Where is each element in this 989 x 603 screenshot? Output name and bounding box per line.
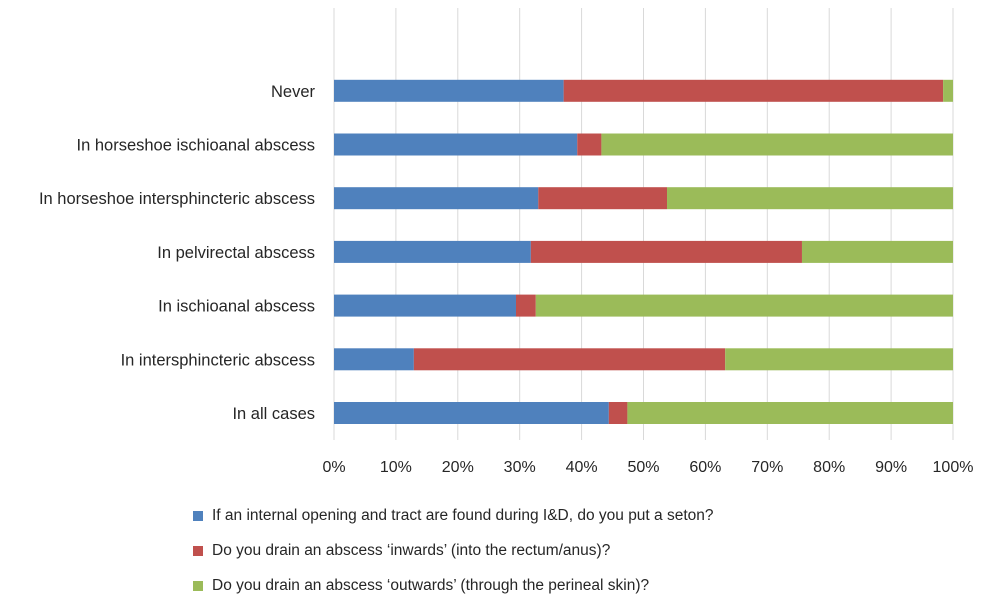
category-label: Never xyxy=(271,83,316,101)
bar-segment xyxy=(535,294,953,317)
x-tick-label: 0% xyxy=(322,459,345,476)
legend-swatch xyxy=(193,510,203,521)
legend-item: Do you drain an abscess ‘outwards’ (thro… xyxy=(193,568,714,603)
x-tick-label: 50% xyxy=(627,459,659,476)
bar-segment xyxy=(515,294,536,317)
x-tick-label: 90% xyxy=(875,459,907,476)
bar-segment xyxy=(334,79,564,102)
bar-segment xyxy=(667,187,953,210)
bar-segment xyxy=(334,187,539,210)
bar-segment xyxy=(725,348,953,371)
bar-segment xyxy=(334,133,578,156)
bar-segment xyxy=(601,133,953,156)
x-tick-label: 60% xyxy=(689,459,721,476)
x-tick-label: 10% xyxy=(380,459,412,476)
bar-segment xyxy=(530,240,802,263)
category-label: In intersphincteric abscess xyxy=(121,351,315,369)
x-tick-label: 30% xyxy=(504,459,536,476)
bar-segment xyxy=(413,348,726,371)
legend-label: Do you drain an abscess ‘outwards’ (thro… xyxy=(212,576,650,594)
bar-segment xyxy=(538,187,668,210)
legend-swatch xyxy=(193,580,203,591)
x-tick-label: 40% xyxy=(566,459,598,476)
x-tick-label: 80% xyxy=(813,459,845,476)
legend-item: Do you drain an abscess ‘inwards’ (into … xyxy=(193,533,714,568)
bar-segment xyxy=(608,402,628,424)
legend-label: Do you drain an abscess ‘inwards’ (into … xyxy=(212,541,611,559)
legend-item: If an internal opening and tract are fou… xyxy=(193,498,714,533)
bar-segment xyxy=(801,240,953,263)
bar-segment xyxy=(577,133,602,156)
category-label: In horseshoe intersphincteric abscess xyxy=(39,190,315,208)
bar-segment xyxy=(563,79,944,102)
bar-segment xyxy=(334,402,609,424)
legend-swatch xyxy=(193,545,203,556)
category-label: In ischioanal abscess xyxy=(158,298,315,316)
category-label: In all cases xyxy=(232,405,315,423)
category-label: In pelvirectal abscess xyxy=(157,244,315,262)
bar-segment xyxy=(943,79,953,102)
chart-legend: If an internal opening and tract are fou… xyxy=(193,498,714,603)
x-tick-label: 70% xyxy=(751,459,783,476)
legend-label: If an internal opening and tract are fou… xyxy=(212,506,714,524)
bar-segment xyxy=(334,348,414,371)
category-label: In horseshoe ischioanal abscess xyxy=(77,137,315,155)
bar-segment xyxy=(334,294,516,317)
x-tick-label: 100% xyxy=(933,459,974,476)
bar-segment xyxy=(627,402,953,424)
bar-segment xyxy=(334,240,531,263)
x-tick-label: 20% xyxy=(442,459,474,476)
